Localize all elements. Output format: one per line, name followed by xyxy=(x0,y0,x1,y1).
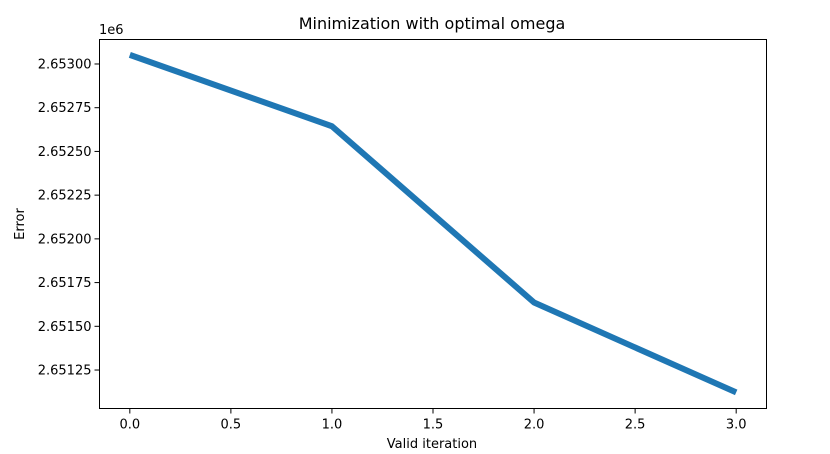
plot-area-frame xyxy=(99,39,767,409)
y-axis-label: Error xyxy=(13,208,28,240)
y-tick-label: 2.65250 xyxy=(38,145,92,160)
x-axis-ticks: 0.0 0.5 1.0 1.5 2.0 2.5 3.0 xyxy=(119,408,747,433)
x-tick-label: 1.5 xyxy=(423,418,444,433)
x-tick-label: 1.0 xyxy=(322,418,343,433)
y-offset-label: 1e6 xyxy=(99,23,124,38)
x-tick-label: 3.0 xyxy=(726,418,747,433)
x-tick-label: 0.5 xyxy=(221,418,242,433)
series-line xyxy=(128,52,738,396)
chart-title: Minimization with optimal omega xyxy=(299,14,566,33)
y-tick-label: 2.65125 xyxy=(38,364,92,379)
y-tick-label: 2.65275 xyxy=(38,101,92,116)
y-tick-label: 2.65175 xyxy=(38,276,92,291)
x-tick-label: 2.0 xyxy=(524,418,545,433)
plot-lines xyxy=(128,52,738,396)
x-tick-label: 2.5 xyxy=(625,418,646,433)
y-tick-label: 2.65300 xyxy=(38,57,92,72)
y-tick-label: 2.65150 xyxy=(38,320,92,335)
y-axis-ticks: 2.65125 2.65150 2.65175 2.65200 2.65225 2.652… xyxy=(38,57,100,379)
y-tick-label: 2.65200 xyxy=(38,232,92,247)
y-tick-label: 2.65225 xyxy=(38,189,92,204)
x-tick-label: 0.0 xyxy=(119,418,140,433)
x-axis-label: Valid iteration xyxy=(387,437,477,452)
